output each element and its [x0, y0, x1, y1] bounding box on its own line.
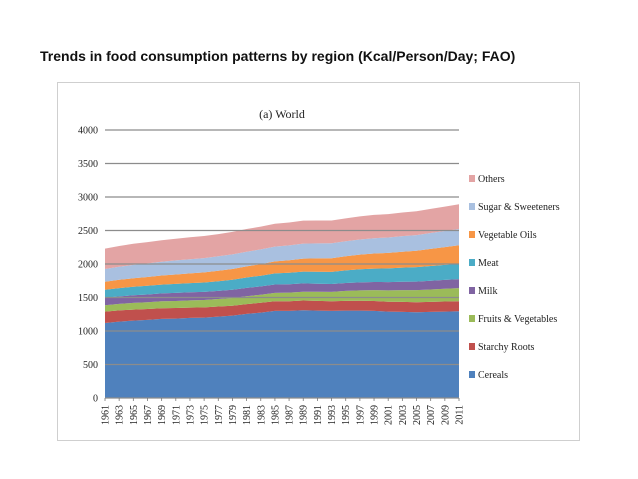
y-tick-label: 1000: [78, 327, 98, 338]
legend-label-fruits-vegetables: Fruits & Vegetables: [478, 314, 557, 325]
y-tick-label: 2500: [78, 226, 98, 237]
area-sugar-sweeteners: [105, 229, 459, 282]
x-tick-label: 1965: [129, 405, 140, 425]
area-vegetable-oils: [105, 245, 459, 290]
legend-swatch-sugar-sweeteners: [469, 203, 475, 210]
x-tick-label: 1975: [200, 405, 211, 425]
area-starchy-roots: [105, 300, 459, 323]
area-others: [105, 204, 459, 269]
y-tick-label: 500: [83, 360, 98, 371]
legend-label-vegetable-oils: Vegetable Oils: [478, 230, 537, 241]
legend-label-sugar-sweeteners: Sugar & Sweeteners: [478, 202, 560, 213]
legend-label-starchy-roots: Starchy Roots: [478, 342, 534, 353]
x-tick-label: 2009: [440, 405, 451, 425]
legend-swatch-meat: [469, 259, 475, 266]
legend-label-cereals: Cereals: [478, 370, 508, 381]
area-meat: [105, 263, 459, 298]
x-tick-label: 1979: [228, 405, 239, 425]
x-tick-label: 1981: [242, 405, 253, 425]
x-tick-label: 2001: [384, 405, 395, 425]
x-tick-label: 1997: [355, 405, 366, 425]
chart-title: (a) World: [259, 107, 305, 121]
page-heading: Trends in food consumption patterns by r…: [40, 48, 516, 64]
legend-swatch-cereals: [469, 371, 475, 378]
x-tick-label: 2011: [455, 405, 466, 425]
x-tick-label: 2005: [412, 405, 423, 425]
x-tick-label: 1961: [101, 405, 112, 425]
y-tick-label: 4000: [78, 126, 98, 137]
x-tick-label: 1991: [313, 405, 324, 425]
area-fruits-vegetables: [105, 288, 459, 312]
x-tick-label: 1973: [185, 405, 196, 425]
y-tick-label: 0: [93, 394, 98, 405]
area-cereals: [105, 310, 459, 398]
x-tick-label: 1963: [115, 405, 126, 425]
y-tick-label: 3000: [78, 193, 98, 204]
y-tick-label: 2000: [78, 260, 98, 271]
x-tick-label: 1977: [214, 405, 225, 425]
area-milk: [105, 279, 459, 306]
x-tick-label: 1967: [143, 405, 154, 425]
legend-swatch-fruits-vegetables: [469, 315, 475, 322]
x-tick-label: 1971: [171, 405, 182, 425]
x-tick-label: 1969: [157, 405, 168, 425]
legend-label-others: Others: [478, 174, 505, 185]
x-tick-label: 2007: [426, 405, 437, 425]
legend-swatch-vegetable-oils: [469, 231, 475, 238]
legend-swatch-others: [469, 175, 475, 182]
legend-swatch-starchy-roots: [469, 343, 475, 350]
x-tick-label: 2003: [398, 405, 409, 425]
x-tick-label: 1985: [270, 405, 281, 425]
x-tick-label: 1999: [370, 405, 381, 425]
x-tick-label: 1995: [341, 405, 352, 425]
legend-swatch-milk: [469, 287, 475, 294]
legend-label-milk: Milk: [478, 286, 497, 297]
legend-label-meat: Meat: [478, 258, 499, 269]
x-tick-label: 1989: [299, 405, 310, 425]
y-tick-label: 3500: [78, 159, 98, 170]
x-tick-label: 1993: [327, 405, 338, 425]
x-tick-label: 1987: [285, 405, 296, 425]
y-tick-label: 1500: [78, 293, 98, 304]
x-tick-label: 1983: [256, 405, 267, 425]
